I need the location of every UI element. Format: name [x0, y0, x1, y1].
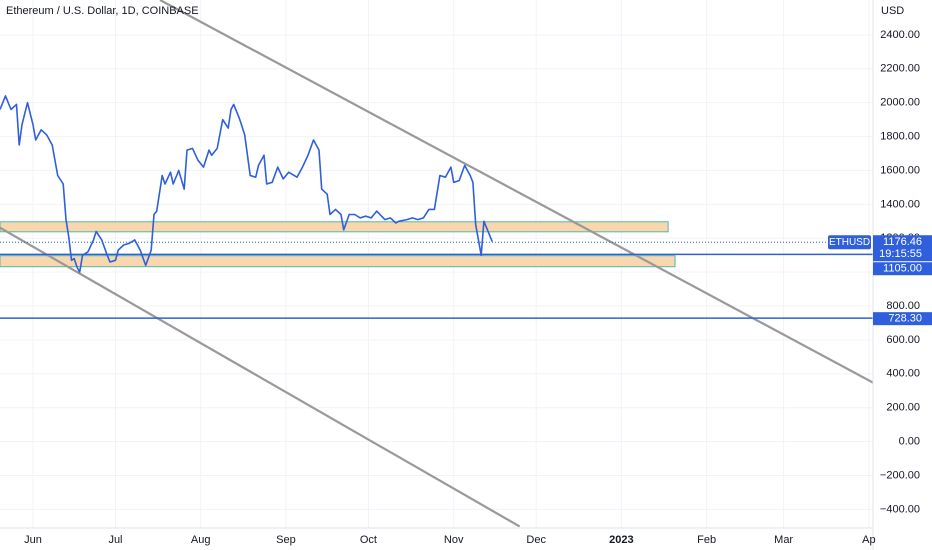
y-tick-label: 600.00: [886, 334, 920, 346]
plot-area: [0, 0, 873, 528]
y-tick-label: 1600.00: [880, 164, 920, 176]
y-axis-label: USD: [881, 5, 904, 17]
zone: [0, 221, 669, 233]
y-tick-label: 400.00: [886, 368, 920, 380]
x-tick-label: Sep: [276, 534, 296, 546]
hline-badge: [873, 262, 932, 276]
symbol-label: ETHUSD: [829, 237, 870, 248]
hline-badge: [873, 312, 932, 326]
price-label: 1176.46: [883, 236, 922, 248]
trend-line: [0, 226, 521, 528]
x-tick-label: Dec: [526, 534, 546, 546]
chart-title: Ethereum / U.S. Dollar, 1D, COINBASE: [6, 5, 199, 17]
x-tick-label: Jun: [24, 534, 42, 546]
y-tick-label: 2200.00: [880, 63, 920, 75]
x-tick-label: Nov: [444, 534, 464, 546]
hline-label: 1105.00: [883, 263, 922, 275]
price-line: [0, 95, 493, 273]
x-tick-label: Oct: [360, 534, 377, 546]
symbol-badge: [828, 235, 871, 250]
countdown-label: 19:15:55: [879, 248, 922, 260]
x-tick-label: Feb: [697, 534, 716, 546]
price-badge: [873, 235, 932, 262]
zone: [0, 255, 676, 268]
y-tick-label: 800.00: [886, 300, 920, 312]
y-tick-label: 200.00: [886, 402, 920, 414]
x-tick-label: 2023: [609, 534, 633, 546]
x-tick-label: Mar: [774, 534, 793, 546]
hline-label: 728.30: [888, 313, 922, 325]
y-tick-label: 0.00: [899, 435, 920, 447]
x-tick-label: Jul: [108, 534, 122, 546]
y-tick-label: 1400.00: [880, 198, 920, 210]
y-tick-label: 1800.00: [880, 130, 920, 142]
y-tick-label: 2000.00: [880, 97, 920, 109]
y-tick-label: −200.00: [880, 469, 920, 481]
y-tick-label: −400.00: [880, 503, 920, 515]
x-tick-label: Ap: [862, 534, 875, 546]
x-tick-label: Aug: [191, 534, 211, 546]
y-tick-label: 2400.00: [880, 29, 920, 41]
